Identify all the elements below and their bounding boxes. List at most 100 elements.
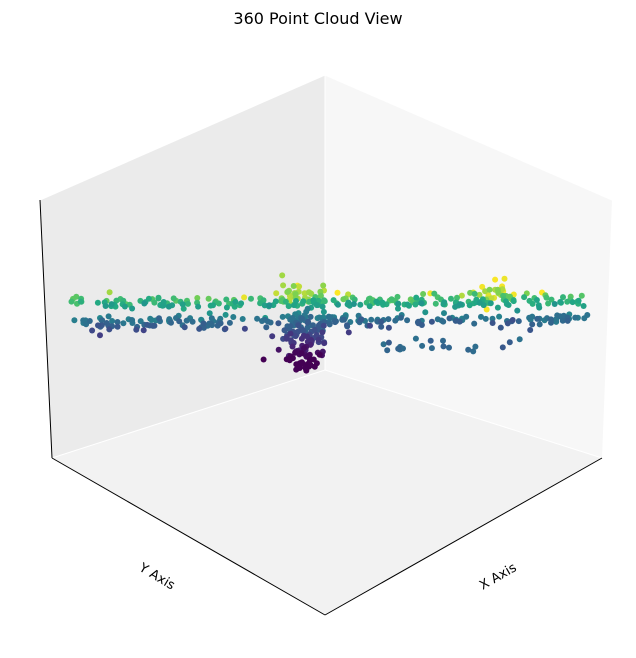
scatter-point [86,318,93,324]
scatter-point [279,313,286,320]
scatter-point [293,366,300,373]
scatter-point [580,303,587,309]
scatter-point [466,302,473,309]
scatter-point [292,291,299,298]
scatter-point [428,345,435,352]
scatter-point [420,291,427,297]
scatter-point [388,296,395,303]
scatter-point [278,298,284,304]
scatter-point [289,343,296,350]
scatter-point [310,297,317,304]
scatter-point [496,313,503,320]
scatter-point [313,332,320,338]
scatter-point [575,297,582,304]
scatter-point [315,336,322,343]
scatter-point [486,286,493,293]
scatter-point [141,300,148,307]
scatter-point [319,329,326,336]
scatter-point [351,296,358,303]
scatter-point [226,319,233,326]
scatter-point [358,316,365,323]
scatter-point [559,317,566,324]
scatter-point [106,289,113,296]
scatter-point [133,326,140,333]
scatter-point [272,298,279,305]
scatter-point [395,301,402,307]
scatter-point [452,303,459,310]
scatter-point [467,289,474,296]
scatter-point [533,297,540,303]
scatter-point [319,303,326,310]
scatter-point [257,300,264,307]
scatter-point [434,316,441,323]
scatter-point [121,303,128,310]
scatter-point [286,357,293,364]
scatter-point [295,328,302,335]
scatter-point [400,345,406,352]
scatter-point [296,283,303,290]
scatter-point [458,292,465,299]
scatter-point [144,321,151,328]
scatter-point [373,298,380,305]
scatter-point [536,321,543,328]
scatter-point [280,282,287,289]
scatter-point [350,301,357,307]
scatter-point [108,301,115,308]
scatter-point [560,294,566,301]
scatter-point [283,335,290,342]
scatter-point [332,319,339,326]
scatter-point [95,322,101,329]
scatter-point [431,290,438,297]
scatter-point [195,303,202,310]
scatter-point [180,305,187,312]
scatter-point [289,314,296,321]
scatter-point [564,317,571,324]
right-wall-pane [325,75,612,458]
scatter-point [263,324,270,331]
scatter-point [128,317,135,324]
scatter-point [492,276,499,283]
scatter-point [504,320,511,327]
scatter-point [334,289,341,296]
scatter-point [367,322,373,329]
scatter-point [506,339,513,346]
scatter-point [321,340,328,347]
scatter-point [208,315,215,322]
scatter-point [335,301,341,308]
scatter-point [385,324,392,331]
scatter-point [168,319,174,326]
scatter-point [499,344,506,351]
scatter-point [230,314,237,320]
scatter-point [357,301,364,308]
scatter-point [299,360,306,367]
scatter-point [266,302,273,309]
scatter-point [269,333,276,340]
scatter-point [534,315,541,322]
scatter-point [509,317,516,323]
pane-edge [51,369,326,459]
scatter-point [260,356,267,363]
scatter-point [572,314,579,321]
scatter-point [316,351,323,358]
scatter-point [189,318,196,325]
scatter-point [489,315,496,322]
left-wall-pane [40,75,325,458]
scatter-point [200,324,207,331]
scatter-point [303,367,310,374]
scatter-point [311,363,318,370]
scatter-point [497,324,504,331]
scatter-point [316,314,323,321]
scatter-point [446,315,453,322]
scatter-point [483,306,490,313]
scatter-point [73,293,80,300]
scatter-point [384,347,391,354]
scatter-point [526,314,533,321]
scatter-point [465,346,472,353]
scatter-point [223,296,230,303]
x-axis-label: X Axis [477,560,519,593]
scatter-point [440,337,446,344]
scatter-point [418,322,425,328]
scatter-point [159,302,166,309]
scatter-point [456,318,463,325]
